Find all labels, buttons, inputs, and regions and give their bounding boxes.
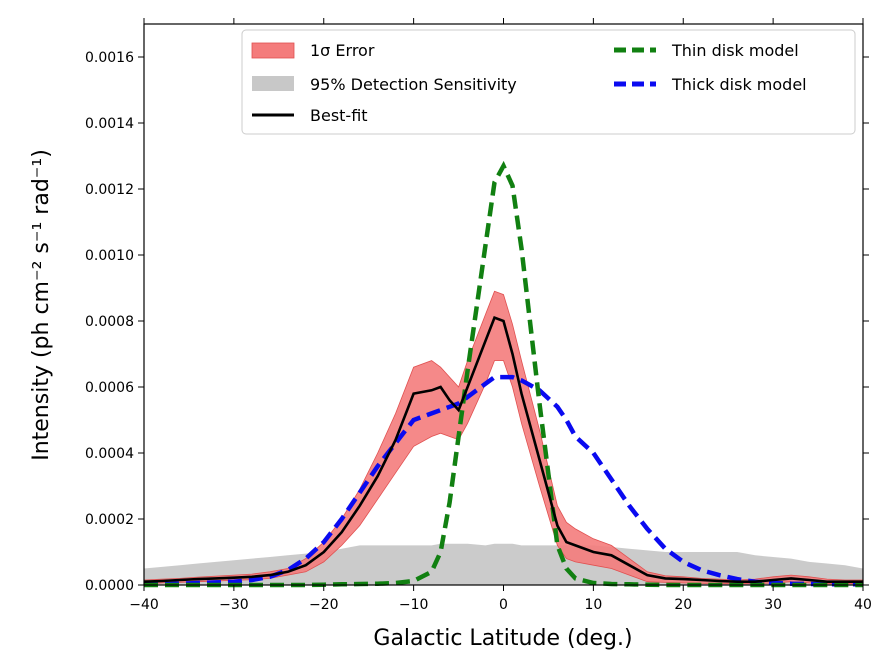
x-tick-label: 30	[764, 597, 782, 613]
x-tick-label: 10	[584, 597, 602, 613]
y-tick-label: 0.0000	[85, 578, 134, 594]
y-tick-label: 0.0012	[85, 182, 134, 198]
y-tick-label: 0.0016	[85, 50, 134, 66]
legend-label-error: 1σ Error	[310, 41, 375, 60]
x-tick-label: −20	[309, 597, 339, 613]
x-tick-label: −40	[129, 597, 159, 613]
axes: −40 −30 −20 −10 0 10 20 30 40 0.0000 0.0002 0.0004 0…	[85, 18, 872, 613]
legend-label-thin-disk: Thin disk model	[671, 41, 799, 60]
y-tick-label: 0.0008	[85, 314, 134, 330]
x-axis-label: Galactic Latitude (deg.)	[373, 626, 632, 651]
x-tick-label: −30	[219, 597, 249, 613]
legend-label-sensitivity: 95% Detection Sensitivity	[310, 75, 517, 94]
best-fit-line	[143, 316, 863, 583]
legend-swatch-error	[251, 42, 295, 59]
x-tick-label: 20	[674, 597, 692, 613]
legend-frame	[241, 29, 856, 135]
legend-label-best-fit: Best-fit	[310, 106, 368, 125]
legend-label-thick-disk: Thick disk model	[671, 75, 807, 94]
y-tick-label: 0.0004	[85, 446, 134, 462]
legend: 1σ Error 95% Detection Sensitivity Best-…	[241, 29, 856, 135]
y-tick-label: 0.0002	[85, 512, 134, 528]
x-tick-label: 40	[854, 597, 872, 613]
y-tick-label: 0.0014	[85, 116, 134, 132]
x-tick-label: −10	[399, 597, 429, 613]
y-tick-label: 0.0010	[85, 248, 134, 264]
plot-marks	[143, 160, 864, 588]
y-tick-label: 0.0006	[85, 380, 134, 396]
legend-swatch-sensitivity	[252, 76, 294, 91]
x-tick-label: 0	[499, 597, 508, 613]
y-axis-label: Intensity (ph cm⁻² s⁻¹ rad⁻¹)	[29, 149, 54, 461]
